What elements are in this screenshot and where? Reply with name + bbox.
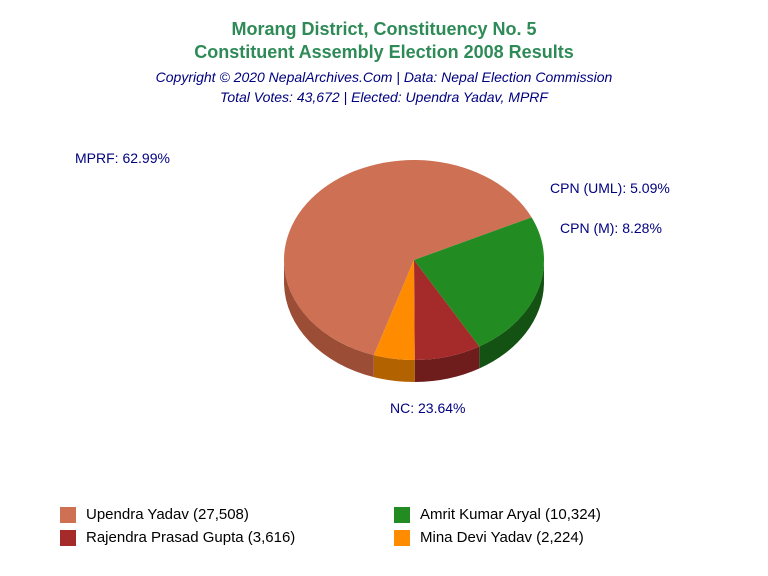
legend-item: Rajendra Prasad Gupta (3,616) [60,529,374,546]
subtitle-line-2: Total Votes: 43,672 | Elected: Upendra Y… [0,89,768,105]
slice-label-mprf: MPRF: 62.99% [75,150,170,166]
legend-label: Amrit Kumar Aryal (10,324) [420,506,601,523]
pie-svg [284,150,544,410]
legend-item: Amrit Kumar Aryal (10,324) [394,506,708,523]
legend-label: Rajendra Prasad Gupta (3,616) [86,529,295,546]
legend-swatch [60,530,76,546]
subtitle-line-1: Copyright © 2020 NepalArchives.Com | Dat… [0,69,768,85]
legend: Upendra Yadav (27,508) Amrit Kumar Aryal… [60,506,708,546]
chart-header: Morang District, Constituency No. 5 Cons… [0,0,768,105]
legend-swatch [394,530,410,546]
legend-swatch [394,507,410,523]
pie-chart [284,150,544,410]
slice-label-nc: NC: 23.64% [390,400,465,416]
legend-swatch [60,507,76,523]
title-line-1: Morang District, Constituency No. 5 [0,18,768,41]
slice-label-cpnm: CPN (M): 8.28% [560,220,662,236]
slice-label-cpnuml: CPN (UML): 5.09% [550,180,670,196]
legend-label: Upendra Yadav (27,508) [86,506,249,523]
legend-item: Mina Devi Yadav (2,224) [394,529,708,546]
legend-item: Upendra Yadav (27,508) [60,506,374,523]
title-line-2: Constituent Assembly Election 2008 Resul… [0,41,768,64]
pie-chart-area: MPRF: 62.99% NC: 23.64% CPN (M): 8.28% C… [0,140,768,440]
legend-label: Mina Devi Yadav (2,224) [420,529,584,546]
